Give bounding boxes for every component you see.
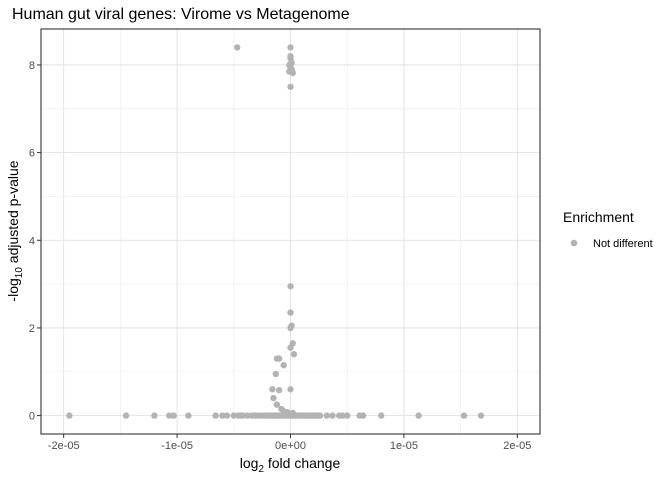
- data-point: [165, 412, 173, 419]
- data-point: [244, 412, 251, 419]
- data-point: [212, 412, 219, 419]
- data-point: [287, 344, 294, 351]
- x-tick-label: 1e-05: [390, 440, 418, 452]
- y-tick-label: 8: [29, 60, 35, 72]
- data-point: [122, 412, 130, 419]
- data-point: [339, 412, 346, 419]
- data-point: [290, 351, 298, 358]
- data-point: [378, 412, 385, 419]
- legend: Enrichment Not different: [563, 209, 653, 250]
- data-point: [275, 355, 283, 362]
- data-point: [219, 412, 226, 419]
- legend-key-not-different: [570, 239, 578, 247]
- legend-title: Enrichment: [563, 209, 634, 225]
- y-axis-ticks: 0 2 4 6 8: [29, 60, 41, 423]
- y-tick-label: 6: [29, 148, 35, 160]
- y-tick-label: 2: [29, 323, 35, 335]
- data-point: [287, 309, 294, 316]
- data-point: [287, 44, 294, 51]
- y-tick-label: 4: [29, 235, 35, 247]
- y-tick-label: 0: [29, 411, 35, 423]
- data-point: [280, 361, 287, 369]
- data-point: [359, 412, 367, 419]
- x-tick-label: 2e-05: [503, 440, 531, 452]
- data-points: [66, 44, 485, 419]
- data-point: [185, 412, 192, 419]
- x-axis-label: log2 fold change: [240, 455, 341, 475]
- data-point: [323, 412, 330, 419]
- x-tick-label: -1e-05: [161, 440, 193, 452]
- data-point: [287, 324, 294, 332]
- data-point: [66, 412, 73, 419]
- data-point: [415, 412, 422, 419]
- data-point: [344, 412, 351, 419]
- data-point: [170, 412, 177, 419]
- data-point: [275, 386, 283, 394]
- y-axis-label: -log10 adjusted p-value: [5, 160, 25, 301]
- data-point: [289, 69, 296, 77]
- data-point: [239, 412, 247, 419]
- chart-title: Human gut viral genes: Virome vs Metagen…: [12, 6, 350, 23]
- data-point: [329, 412, 336, 419]
- data-point: [151, 412, 158, 419]
- data-point: [316, 412, 324, 419]
- data-point: [273, 401, 281, 408]
- x-axis-ticks: -2e-05 -1e-05 0e+00 1e-05 2e-05: [48, 434, 531, 452]
- data-point: [460, 412, 468, 419]
- data-point: [230, 412, 237, 419]
- data-point: [223, 412, 231, 419]
- data-point: [287, 386, 294, 393]
- data-point: [269, 386, 276, 393]
- data-point: [287, 83, 294, 91]
- legend-label-not-different: Not different: [593, 238, 653, 250]
- data-point: [477, 412, 485, 419]
- x-tick-label: -2e-05: [48, 440, 80, 452]
- data-point: [272, 370, 279, 378]
- data-point: [233, 44, 241, 51]
- data-point: [270, 394, 277, 402]
- x-tick-label: 0e+00: [275, 440, 306, 452]
- data-point: [287, 283, 294, 290]
